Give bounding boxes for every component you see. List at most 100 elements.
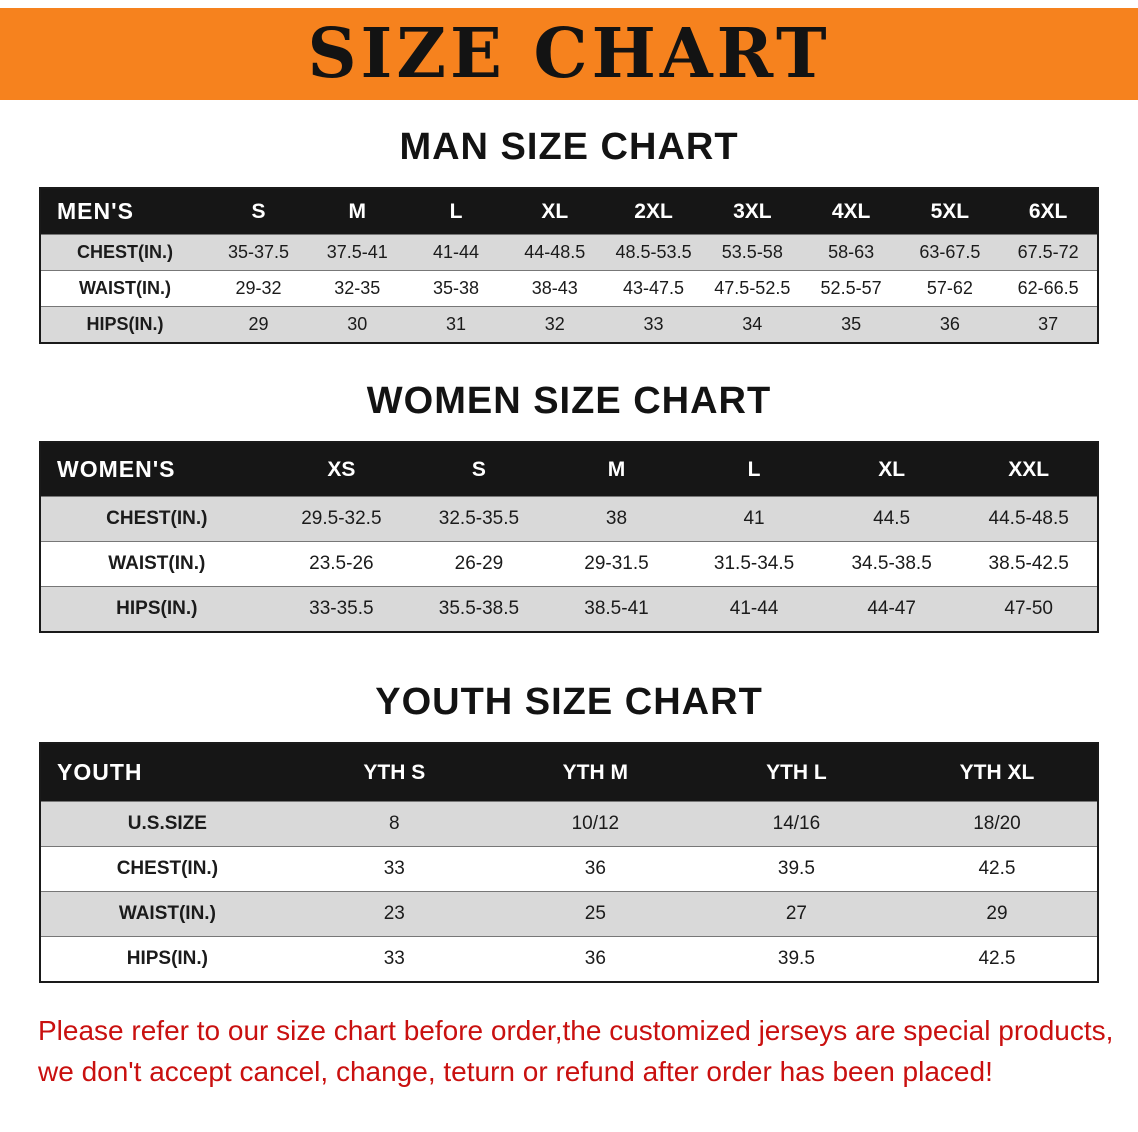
size-value-cell: 39.5	[777, 948, 815, 969]
row-label: HIPS(IN.)	[86, 314, 164, 334]
women-size-section: WOMEN SIZE CHART WOMEN'S XS S M L XL XXL CHEST(…	[0, 344, 1138, 633]
size-value-cell: 32-35	[334, 278, 381, 298]
size-value-cell: 29.5-32.5	[301, 508, 382, 529]
size-value-cell: 25	[584, 903, 606, 924]
size-value-cell: 14/16	[772, 813, 821, 834]
size-value-cell: 36	[584, 948, 606, 969]
row-label: CHEST(IN.)	[106, 508, 208, 529]
size-column-header: 2XL	[604, 188, 703, 235]
size-value-cell: 26-29	[454, 553, 504, 574]
size-value-cell: 31	[446, 314, 467, 334]
size-column-header: S	[209, 188, 308, 235]
row-label: CHEST(IN.)	[116, 858, 219, 879]
table-row: U.S.SIZE 8 10/12 14/16 18/20	[40, 801, 1098, 847]
size-value-cell: 52.5-57	[820, 278, 882, 298]
row-label: CHEST(IN.)	[77, 242, 174, 262]
size-column-header: S	[410, 442, 548, 497]
size-value-cell: 42.5	[978, 948, 1016, 969]
size-value-cell: 47-50	[1004, 598, 1053, 619]
youth-size-table: YOUTH YTH S YTH M YTH L YTH XL U.S.SIZE 8 10/12…	[39, 742, 1099, 983]
youth-section-heading: YOUTH SIZE CHART	[375, 681, 763, 723]
size-value-cell: 18/20	[973, 813, 1021, 834]
size-value-cell: 23.5-26	[309, 553, 374, 574]
disclaimer: Please refer to our size chart before or…	[38, 1011, 1114, 1092]
size-value-cell: 35	[841, 314, 862, 334]
size-column-header: 3XL	[702, 188, 802, 235]
men-size-section: MAN SIZE CHART MEN'S S M L XL 2XL 3XL 4XL 5XL 6XL…	[0, 100, 1138, 344]
size-value-cell: 41-44	[433, 242, 480, 262]
size-value-cell: 35-38	[433, 278, 480, 298]
size-column-header: M	[547, 442, 686, 497]
row-label: WAIST(IN.)	[108, 553, 206, 574]
size-value-cell: 44-47	[867, 598, 916, 619]
size-value-cell: 43-47.5	[623, 278, 685, 298]
size-column-header: XXL	[960, 442, 1098, 497]
size-value-cell: 33-35.5	[309, 598, 374, 619]
size-column-header: 6XL	[999, 188, 1098, 235]
size-column-header: XS	[272, 442, 411, 497]
size-value-cell: 38-43	[531, 278, 578, 298]
table-row: CHEST(IN.) 35-37.5 37.5-41 41-44 44-48.5 48.5…	[40, 234, 1098, 271]
size-value-cell: 62-66.5	[1017, 278, 1079, 298]
size-column-header: YTH S	[293, 743, 495, 802]
size-value-cell: 33	[643, 314, 664, 334]
table-row: CHEST(IN.) 33 36 39.5 42.5	[40, 846, 1098, 892]
size-value-cell: 10/12	[571, 813, 620, 834]
size-value-cell: 42.5	[978, 858, 1016, 879]
size-value-cell: 29	[986, 903, 1008, 924]
size-column-header: YTH XL	[896, 743, 1098, 802]
size-value-cell: 33	[383, 858, 405, 879]
table-row: CHEST(IN.) 29.5-32.5 32.5-35.5 38 41 44.5 44.5…	[40, 496, 1098, 542]
size-value-cell: 34	[742, 314, 763, 334]
row-label: HIPS(IN.)	[126, 948, 209, 969]
disclaimer-line-2: we don't accept cancel, change, teturn o…	[38, 1055, 993, 1087]
size-column-header: L	[685, 442, 823, 497]
women-section-heading: WOMEN SIZE CHART	[366, 380, 772, 422]
row-label: HIPS(IN.)	[116, 598, 198, 619]
table-header-row: YOUTH YTH S YTH M YTH L YTH XL	[40, 743, 1098, 802]
size-value-cell: 47.5-52.5	[714, 278, 791, 298]
size-value-cell: 44.5-48.5	[988, 508, 1069, 529]
size-column-header: YTH M	[494, 743, 696, 802]
disclaimer-line-1: Please refer to our size chart before or…	[38, 1015, 1114, 1046]
size-value-cell: 44.5	[873, 508, 911, 529]
size-column-header: XL	[822, 442, 961, 497]
table-row: WAIST(IN.) 23.5-26 26-29 29-31.5 31.5-34.5 34…	[40, 541, 1098, 587]
size-value-cell: 36	[939, 314, 960, 334]
size-column-header: M	[307, 188, 407, 235]
size-column-header: L	[406, 188, 506, 235]
size-value-cell: 29-31.5	[584, 553, 649, 574]
row-label: U.S.SIZE	[127, 813, 207, 834]
size-value-cell: 36	[584, 858, 606, 879]
table-header-row: MEN'S S M L XL 2XL 3XL 4XL 5XL 6XL	[40, 188, 1098, 235]
size-value-cell: 38	[605, 508, 628, 529]
table-row: WAIST(IN.) 23 25 27 29	[40, 891, 1098, 937]
size-value-cell: 29-32	[235, 278, 282, 298]
size-value-cell: 53.5-58	[721, 242, 783, 262]
size-value-cell: 38.5-42.5	[988, 553, 1069, 574]
table-row: HIPS(IN.) 29 30 31 32 33 34 35 36 37	[40, 306, 1098, 343]
size-value-cell: 41	[743, 508, 765, 529]
table-title-cell: YOUTH	[40, 743, 294, 802]
size-value-cell: 37	[1038, 314, 1059, 334]
size-value-cell: 39.5	[777, 858, 815, 879]
size-value-cell: 44-48.5	[524, 242, 586, 262]
size-value-cell: 63-67.5	[919, 242, 981, 262]
row-label: WAIST(IN.)	[118, 903, 216, 924]
table-header-row: WOMEN'S XS S M L XL XXL	[40, 442, 1098, 497]
table-row: HIPS(IN.) 33-35.5 35.5-38.5 38.5-41 41-44 44-…	[40, 586, 1098, 632]
size-value-cell: 38.5-41	[584, 598, 649, 619]
size-chart-page: SIZE CHART MAN SIZE CHART MEN'S S M L XL 2XL 3…	[0, 8, 1138, 1093]
size-value-cell: 48.5-53.5	[615, 242, 692, 262]
size-column-header: XL	[505, 188, 605, 235]
size-value-cell: 23	[383, 903, 405, 924]
men-section-heading: MAN SIZE CHART	[399, 126, 739, 168]
size-value-cell: 67.5-72	[1017, 242, 1079, 262]
size-value-cell: 34.5-38.5	[851, 553, 932, 574]
size-value-cell: 57-62	[926, 278, 973, 298]
size-value-cell: 37.5-41	[326, 242, 388, 262]
women-size-table: WOMEN'S XS S M L XL XXL CHEST(IN.) 29.5-32.5 32.5…	[39, 441, 1099, 633]
size-value-cell: 33	[383, 948, 405, 969]
table-title-cell: MEN'S	[40, 188, 210, 235]
size-value-cell: 35.5-38.5	[438, 598, 520, 619]
